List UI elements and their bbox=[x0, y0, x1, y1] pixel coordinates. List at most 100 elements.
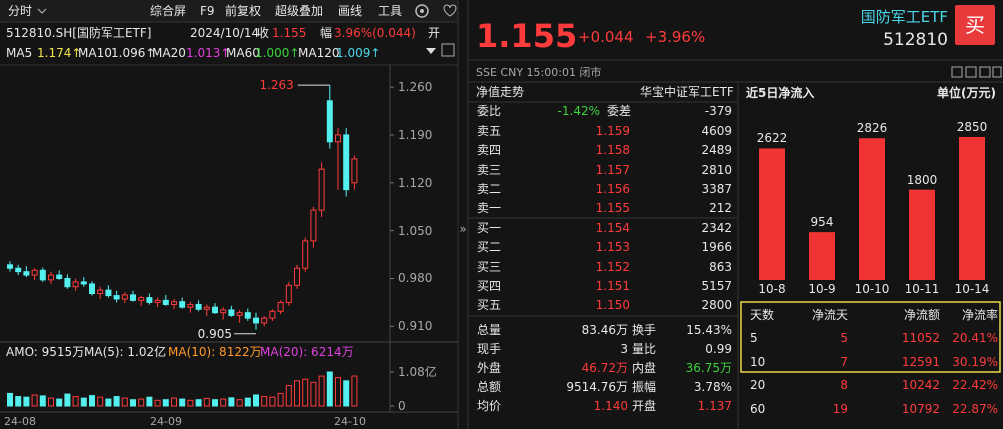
table-header: 净流率 bbox=[961, 308, 998, 322]
candle-body bbox=[203, 306, 210, 310]
volume-bar bbox=[15, 396, 22, 407]
table-cell: 20.41% bbox=[952, 331, 998, 345]
table-cell: 10 bbox=[750, 354, 766, 369]
level-label: 卖五 bbox=[477, 124, 502, 138]
x-tick-label: 10-14 bbox=[954, 282, 990, 296]
volume-bar bbox=[7, 392, 13, 407]
candle-body bbox=[72, 281, 79, 288]
bar-label: 954 bbox=[810, 215, 834, 230]
x-tick-label: 10-9 bbox=[808, 282, 836, 296]
level-volume: 2342 bbox=[701, 221, 732, 235]
bar-label: 1800 bbox=[906, 172, 938, 187]
table-header: 净流天 bbox=[811, 308, 848, 322]
candle-body bbox=[39, 269, 46, 281]
volume-bar bbox=[39, 395, 46, 407]
unit: 单位(万元) bbox=[937, 86, 996, 100]
toolbar-button[interactable]: F9 bbox=[200, 4, 215, 18]
toolbar-icons[interactable] bbox=[951, 66, 1002, 78]
price: 1.155 bbox=[476, 17, 578, 55]
level-volume: 212 bbox=[709, 201, 732, 216]
table-cell: 22.87% bbox=[952, 401, 998, 416]
toolbar-button[interactable]: 工具 bbox=[378, 4, 403, 18]
table-cell: 10792 bbox=[901, 401, 940, 416]
level-price: 1.158 bbox=[595, 143, 630, 158]
volume-legend: MA(20): 6214万 bbox=[260, 345, 354, 359]
y-tick-label: 1.050 bbox=[398, 223, 433, 238]
volume-bar bbox=[113, 396, 120, 407]
level-price: 1.152 bbox=[595, 259, 630, 274]
ma-name: MA5 bbox=[6, 46, 33, 60]
candle-body bbox=[285, 284, 292, 303]
label: 幅 bbox=[320, 26, 333, 40]
candle-body bbox=[335, 134, 341, 143]
candle-body bbox=[146, 297, 153, 303]
dropdown-icon[interactable] bbox=[426, 48, 436, 54]
bar bbox=[859, 138, 885, 280]
candle-body bbox=[244, 312, 251, 319]
candle-body bbox=[326, 100, 333, 143]
volume-bar bbox=[171, 397, 177, 407]
level-volume: 2800 bbox=[701, 298, 732, 313]
panel-icon[interactable] bbox=[441, 43, 455, 57]
level-volume: 3387 bbox=[701, 181, 732, 196]
toolbar-button[interactable]: 前复权 bbox=[225, 4, 262, 18]
candle-body bbox=[171, 301, 177, 305]
candle-body bbox=[7, 264, 13, 269]
dropdown-icon[interactable] bbox=[37, 8, 47, 14]
volume-bar bbox=[294, 380, 300, 407]
tab[interactable]: 华宝中证军工ETF bbox=[640, 85, 734, 99]
candle-body bbox=[269, 310, 276, 319]
toolbar-button[interactable]: 综合屏 bbox=[150, 4, 187, 18]
candle-body bbox=[253, 317, 259, 324]
label: 外盘 bbox=[477, 361, 502, 375]
volume-bar bbox=[72, 396, 79, 407]
label: 现手 bbox=[477, 342, 502, 356]
level-price: 1.154 bbox=[595, 221, 630, 235]
tab[interactable]: 净值走势 bbox=[476, 85, 525, 99]
candle-body bbox=[80, 281, 87, 285]
volume-bar bbox=[195, 399, 202, 407]
volume-bar bbox=[89, 395, 95, 407]
volume-legend: MA(5): 1.02亿 bbox=[84, 345, 167, 359]
ma-name: MA60 bbox=[226, 46, 260, 60]
x-tick-label: 10-10 bbox=[854, 282, 890, 296]
buy-button[interactable]: 买 bbox=[965, 13, 985, 37]
volume-bar bbox=[154, 399, 161, 407]
volume-bar bbox=[48, 397, 54, 407]
volume-bar bbox=[236, 399, 243, 407]
bar-label: 2826 bbox=[856, 121, 888, 136]
collapse-arrow[interactable]: » bbox=[459, 222, 466, 236]
level-volume: 863 bbox=[709, 259, 732, 274]
volume-bar bbox=[310, 381, 317, 407]
level-label: 卖二 bbox=[477, 181, 502, 196]
candle-body bbox=[277, 301, 284, 312]
candle-body bbox=[89, 283, 95, 295]
low-annotation: 0.905 bbox=[197, 326, 232, 341]
period-selector[interactable]: 分时 bbox=[8, 4, 33, 18]
highlight-box bbox=[740, 301, 1001, 373]
volume-bar bbox=[130, 399, 136, 407]
volume-bar bbox=[138, 398, 145, 407]
change: 3.96%(0.044) bbox=[334, 26, 416, 40]
toolbar-button[interactable]: 超级叠加 bbox=[275, 4, 324, 18]
table-cell: 22.42% bbox=[952, 378, 998, 392]
favorite-icon[interactable] bbox=[443, 4, 457, 17]
volume-bar bbox=[105, 398, 112, 407]
x-tick-label: 24-09 bbox=[150, 414, 182, 428]
table-cell: 60 bbox=[750, 401, 766, 416]
level-price: 1.159 bbox=[595, 124, 630, 138]
level-price: 1.153 bbox=[595, 240, 630, 255]
buy-button-bg[interactable] bbox=[955, 5, 995, 45]
candle-body bbox=[228, 309, 235, 316]
table-cell: 12591 bbox=[901, 354, 940, 369]
toolbar-button[interactable]: 画线 bbox=[338, 4, 363, 18]
gear-icon[interactable] bbox=[415, 4, 429, 18]
volume-bar bbox=[285, 385, 292, 407]
table-cell: 11052 bbox=[901, 331, 940, 345]
volume-bar bbox=[203, 397, 210, 407]
candle-body bbox=[212, 306, 218, 314]
table-header: 天数 bbox=[750, 308, 775, 322]
candle-body bbox=[23, 271, 30, 276]
level-volume: 2810 bbox=[701, 162, 732, 177]
